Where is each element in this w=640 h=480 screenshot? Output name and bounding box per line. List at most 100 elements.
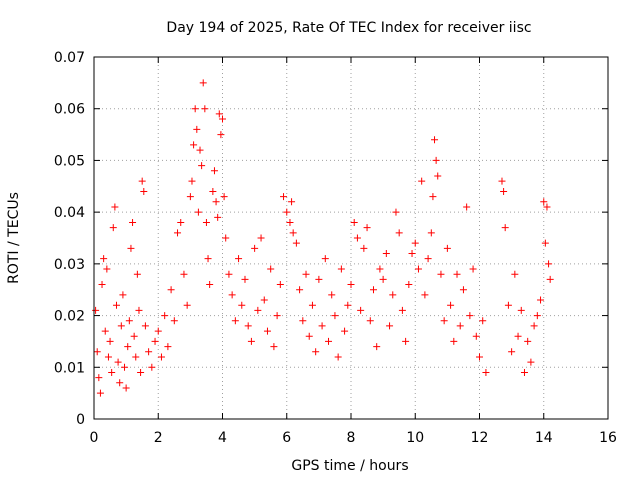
x-tick-label: 0	[90, 430, 99, 446]
data-point	[95, 374, 103, 382]
y-tick-label: 0.02	[54, 309, 85, 325]
data-point	[463, 203, 471, 211]
data-point	[482, 368, 490, 376]
data-point	[92, 306, 100, 314]
data-point	[148, 363, 156, 371]
data-point	[204, 255, 212, 263]
y-tick-label: 0	[76, 412, 85, 428]
data-point	[427, 229, 435, 237]
data-point	[456, 322, 464, 330]
data-point	[244, 322, 252, 330]
data-point	[190, 141, 198, 149]
data-point	[543, 203, 551, 211]
data-point	[108, 368, 116, 376]
data-point	[379, 275, 387, 283]
data-point	[119, 291, 127, 299]
data-point	[129, 218, 137, 226]
chart-title: Day 194 of 2025, Rate Of TEC Index for r…	[166, 20, 531, 36]
x-axis-label: GPS time / hours	[291, 458, 408, 474]
data-point	[201, 105, 209, 113]
data-point	[476, 353, 483, 361]
data-point	[117, 322, 125, 330]
data-point	[424, 255, 432, 263]
data-points	[92, 79, 554, 397]
x-tick-label: 4	[218, 430, 227, 446]
data-point	[212, 198, 220, 206]
data-point	[514, 332, 522, 340]
data-point	[292, 239, 300, 247]
y-axis-label: ROTI / TECUs	[6, 192, 22, 284]
data-point	[344, 301, 352, 309]
data-point	[93, 348, 101, 356]
data-point	[363, 224, 371, 232]
data-point	[228, 291, 236, 299]
data-point	[376, 265, 384, 273]
data-point	[472, 332, 480, 340]
data-point	[328, 291, 336, 299]
x-axis: 0 2 4 6 8 10 12 14 16	[90, 57, 617, 446]
x-tick-label: 12	[471, 430, 489, 446]
data-point	[411, 239, 419, 247]
data-point	[347, 281, 355, 289]
data-point	[315, 275, 323, 283]
data-point	[541, 239, 549, 247]
data-point	[360, 244, 368, 252]
x-tick-label: 16	[599, 430, 617, 446]
data-point	[214, 213, 222, 221]
data-point	[199, 79, 207, 87]
data-point	[186, 193, 194, 201]
y-tick-label: 0.06	[54, 102, 85, 118]
data-point	[520, 368, 528, 376]
data-point	[193, 125, 201, 133]
data-point	[353, 234, 361, 242]
data-point	[280, 193, 288, 201]
data-point	[137, 368, 145, 376]
data-point	[121, 363, 129, 371]
data-point	[101, 327, 109, 335]
data-point	[331, 312, 339, 320]
data-point	[289, 229, 297, 237]
data-point	[196, 146, 204, 154]
data-point	[392, 208, 400, 216]
data-point	[141, 322, 149, 330]
data-point	[357, 306, 365, 314]
x-tick-label: 2	[154, 430, 163, 446]
data-point	[220, 193, 228, 201]
data-point	[517, 306, 525, 314]
y-axis: 0 0.01 0.02 0.03 0.04 0.05 0.06 0.07	[54, 50, 608, 428]
data-point	[206, 281, 214, 289]
data-point	[104, 353, 112, 361]
data-point	[369, 286, 377, 294]
data-point	[350, 218, 358, 226]
data-point	[247, 337, 255, 345]
data-point	[180, 270, 188, 278]
data-point	[222, 234, 230, 242]
data-point	[286, 218, 294, 226]
data-point	[191, 105, 199, 113]
data-point	[283, 208, 291, 216]
data-point	[302, 270, 310, 278]
data-point	[459, 286, 467, 294]
data-point	[432, 156, 440, 164]
data-point	[466, 312, 474, 320]
data-point	[106, 337, 114, 345]
data-point	[312, 348, 320, 356]
data-point	[479, 317, 487, 325]
data-point	[533, 312, 541, 320]
data-point	[257, 234, 265, 242]
data-point	[527, 358, 535, 366]
data-point	[225, 270, 233, 278]
data-point	[209, 187, 217, 195]
data-point	[540, 198, 548, 206]
data-point	[434, 172, 442, 180]
data-point	[263, 327, 271, 335]
data-point	[210, 167, 218, 175]
y-tick-label: 0.05	[54, 153, 85, 169]
data-point	[530, 322, 538, 330]
data-point	[429, 193, 437, 201]
x-tick-label: 10	[406, 430, 424, 446]
data-point	[170, 317, 178, 325]
data-point	[337, 265, 345, 273]
data-point	[408, 250, 416, 258]
x-tick-label: 14	[535, 430, 553, 446]
